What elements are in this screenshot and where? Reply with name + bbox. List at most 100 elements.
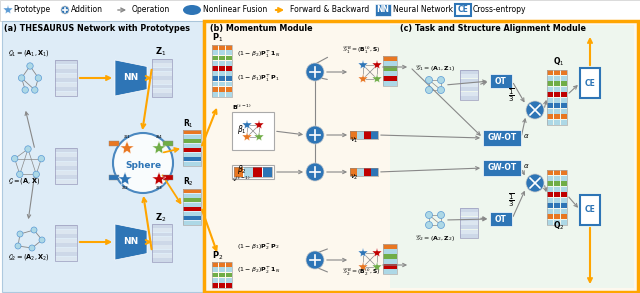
Bar <box>212 81 218 86</box>
Bar <box>55 239 77 243</box>
Bar <box>383 61 390 66</box>
Circle shape <box>19 75 25 81</box>
Bar <box>561 114 567 119</box>
Text: (a) THESAURUS Network with Prototypes: (a) THESAURUS Network with Prototypes <box>4 24 190 33</box>
Bar <box>357 168 364 176</box>
Bar <box>455 4 471 16</box>
Text: Cross-entropy: Cross-entropy <box>473 6 527 14</box>
Bar <box>55 92 77 96</box>
Circle shape <box>526 101 544 119</box>
Bar <box>561 76 567 81</box>
Bar <box>183 198 189 202</box>
Bar <box>460 221 477 225</box>
Bar <box>561 209 567 214</box>
Bar <box>219 61 225 66</box>
Bar <box>460 83 477 87</box>
Bar <box>390 259 397 264</box>
Bar <box>152 229 172 232</box>
Bar <box>55 234 77 238</box>
Bar <box>460 87 477 91</box>
Bar <box>460 208 477 212</box>
Bar <box>183 216 189 220</box>
Text: Addition: Addition <box>71 6 103 14</box>
Text: $\mathbf{R}_1$: $\mathbf{R}_1$ <box>183 117 194 130</box>
Bar <box>163 175 173 180</box>
Bar <box>183 189 189 193</box>
Text: $(1-\beta_2)\mathbf{P}_1^\top\mathbf{1}_N$: $(1-\beta_2)\mathbf{P}_1^\top\mathbf{1}_… <box>237 48 280 59</box>
Circle shape <box>438 76 445 84</box>
Bar <box>580 195 600 225</box>
Bar <box>547 192 554 197</box>
Bar <box>390 81 397 86</box>
Text: Operation: Operation <box>132 6 170 14</box>
Bar <box>195 130 201 134</box>
Bar <box>152 224 172 262</box>
Bar <box>580 68 600 98</box>
Bar <box>554 114 560 119</box>
Bar <box>55 257 77 261</box>
Bar <box>219 71 225 76</box>
Bar <box>383 264 390 269</box>
Bar <box>561 187 567 192</box>
Bar <box>212 87 218 92</box>
Bar <box>219 45 225 50</box>
Bar <box>383 254 390 259</box>
Bar <box>219 272 225 277</box>
Bar <box>195 216 201 220</box>
Bar <box>225 50 232 55</box>
Bar <box>547 92 554 97</box>
Text: $\mathcal{G}=(\mathbf{A},\mathbf{X})$: $\mathcal{G}=(\mathbf{A},\mathbf{X})$ <box>8 176 40 187</box>
Bar <box>561 181 567 186</box>
Bar <box>55 175 77 179</box>
Bar <box>219 283 225 288</box>
Bar <box>554 198 560 203</box>
Bar <box>55 78 77 82</box>
Bar <box>561 120 567 125</box>
Bar <box>225 61 232 66</box>
Bar <box>547 70 554 75</box>
Bar <box>152 241 172 245</box>
Bar <box>195 144 201 148</box>
Bar <box>183 162 189 166</box>
Bar <box>554 81 560 86</box>
Bar <box>195 194 201 198</box>
Bar <box>109 141 119 146</box>
Bar <box>383 244 397 274</box>
Circle shape <box>12 156 18 162</box>
Bar <box>183 157 189 161</box>
Circle shape <box>17 231 23 237</box>
Circle shape <box>526 174 544 192</box>
Text: (c) Task and Structure Alignment Module: (c) Task and Structure Alignment Module <box>400 24 586 33</box>
Text: OT: OT <box>495 214 507 224</box>
Bar <box>219 268 225 272</box>
Bar <box>561 87 567 92</box>
Text: $(1-\beta_1)\mathbf{P}_1^\top\mathbf{P}_1$: $(1-\beta_1)\mathbf{P}_1^\top\mathbf{P}_… <box>237 72 280 84</box>
Bar <box>189 135 195 139</box>
Bar <box>561 70 567 75</box>
Bar <box>547 198 554 203</box>
Bar <box>561 92 567 97</box>
Bar <box>547 109 554 114</box>
Bar <box>547 187 554 192</box>
Bar <box>55 65 77 69</box>
Circle shape <box>15 243 21 249</box>
Bar <box>383 56 390 61</box>
Text: $s_1$: $s_1$ <box>123 133 131 141</box>
Bar <box>219 81 225 86</box>
Bar <box>225 66 232 71</box>
Bar <box>189 189 195 193</box>
Bar <box>460 230 477 234</box>
Bar <box>554 120 560 125</box>
Circle shape <box>38 156 45 162</box>
Bar <box>225 262 232 267</box>
Bar <box>371 168 378 176</box>
Bar <box>55 74 77 78</box>
Circle shape <box>426 76 433 84</box>
Bar <box>225 92 232 97</box>
Bar <box>195 157 201 161</box>
Bar <box>163 141 173 146</box>
Bar <box>55 248 77 252</box>
Bar <box>219 92 225 97</box>
Bar <box>390 76 397 81</box>
Bar <box>55 225 77 229</box>
